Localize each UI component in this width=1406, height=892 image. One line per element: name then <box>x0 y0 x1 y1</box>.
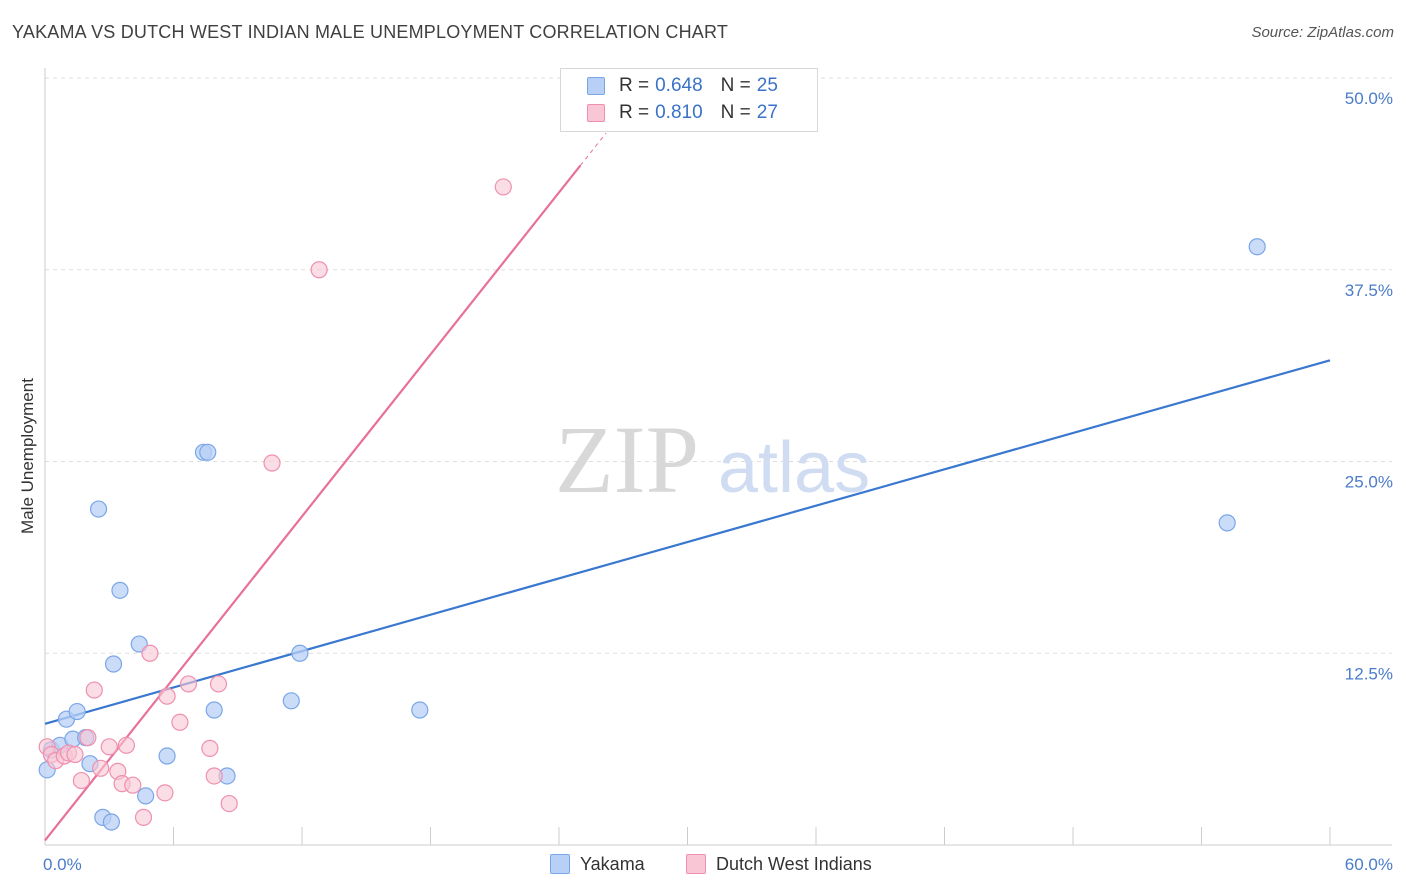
bottom-legend-dutch: Dutch West Indians <box>686 852 872 876</box>
x-tick-label-0: 0.0% <box>43 855 82 874</box>
legend-r-value-yakama: 0.648 <box>655 75 703 96</box>
trend-line-dutch-extension <box>580 132 607 166</box>
legend-r-label: R = <box>619 102 650 123</box>
point-dutch-19 <box>171 713 189 731</box>
point-dutch-15 <box>134 808 153 826</box>
legend-n-value-dutch: 27 <box>756 102 778 123</box>
point-dutch-7 <box>79 729 97 747</box>
point-dutch-21 <box>201 739 219 757</box>
legend-r-label: R = <box>619 75 650 96</box>
point-dutch-18 <box>158 687 176 705</box>
point-yakama-14 <box>137 787 155 805</box>
bottom-swatch-dutch <box>686 854 706 874</box>
point-dutch-9 <box>92 759 110 777</box>
legend-row-dutch: R = 0.810 N = 27 <box>587 100 778 126</box>
point-yakama-11 <box>104 655 123 673</box>
point-dutch-26 <box>310 261 328 279</box>
axes <box>44 68 1392 846</box>
watermark: ZIP atlas <box>555 406 870 513</box>
legend-r-value-dutch: 0.810 <box>655 102 703 123</box>
watermark-zip: ZIP <box>555 406 699 513</box>
point-yakama-20 <box>282 692 300 710</box>
x-tick-labels: 0.0% 60.0% <box>43 855 1393 874</box>
point-dutch-5 <box>66 745 84 764</box>
y-tick-label-0: 12.5% <box>1345 664 1393 683</box>
point-dutch-20 <box>179 675 198 693</box>
y-tick-label-1: 25.0% <box>1345 473 1393 492</box>
point-yakama-17 <box>199 443 217 461</box>
point-dutch-17 <box>156 784 174 802</box>
point-dutch-25 <box>263 454 281 472</box>
bottom-swatch-yakama <box>550 854 570 874</box>
point-yakama-24 <box>1248 238 1266 256</box>
data-points <box>38 178 1266 831</box>
y-tick-label-3: 50.0% <box>1345 89 1393 108</box>
stats-legend: R = 0.648 N = 25 R = 0.810 N = 27 <box>560 68 818 132</box>
y-tick-labels: 12.5% 25.0% 37.5% 50.0% <box>1345 89 1393 683</box>
point-dutch-14 <box>124 776 142 794</box>
bottom-legend-label-dutch: Dutch West Indians <box>716 853 872 874</box>
bottom-legend-yakama: Yakama <box>550 852 645 876</box>
trend-lines <box>44 132 1331 842</box>
point-dutch-8 <box>85 681 103 699</box>
point-dutch-6 <box>72 771 91 790</box>
point-dutch-23 <box>209 675 228 693</box>
point-dutch-22 <box>205 767 223 785</box>
grid-lines <box>45 77 1392 654</box>
point-dutch-10 <box>100 738 118 756</box>
point-yakama-21 <box>291 644 309 662</box>
point-dutch-13 <box>117 736 135 754</box>
legend-n-label: N = <box>720 75 751 96</box>
point-yakama-8 <box>89 500 108 518</box>
legend-n-value-yakama: 25 <box>756 75 778 96</box>
trend-line-yakama <box>44 359 1331 725</box>
legend-swatch-dutch <box>587 104 605 122</box>
point-yakama-22 <box>411 701 429 719</box>
point-yakama-18 <box>205 701 223 719</box>
point-yakama-12 <box>111 581 129 599</box>
point-yakama-15 <box>158 747 176 765</box>
x-tick-label-1: 60.0% <box>1345 855 1393 874</box>
watermark-atlas: atlas <box>718 428 870 508</box>
source-label: Source: ZipAtlas.com <box>1251 24 1394 41</box>
point-dutch-16 <box>141 644 159 662</box>
point-dutch-27 <box>494 178 512 196</box>
trend-line-dutch <box>44 164 582 842</box>
point-yakama-10 <box>102 813 120 831</box>
legend-n-label: N = <box>720 102 751 123</box>
y-tick-label-2: 37.5% <box>1345 281 1393 300</box>
legend-swatch-yakama <box>587 77 605 95</box>
chart-title: YAKAMA VS DUTCH WEST INDIAN MALE UNEMPLO… <box>12 22 729 42</box>
point-yakama-5 <box>68 702 86 721</box>
point-dutch-24 <box>220 794 238 813</box>
legend-row-yakama: R = 0.648 N = 25 <box>587 73 778 99</box>
point-yakama-23 <box>1218 514 1236 532</box>
bottom-legend-label-yakama: Yakama <box>580 853 645 874</box>
